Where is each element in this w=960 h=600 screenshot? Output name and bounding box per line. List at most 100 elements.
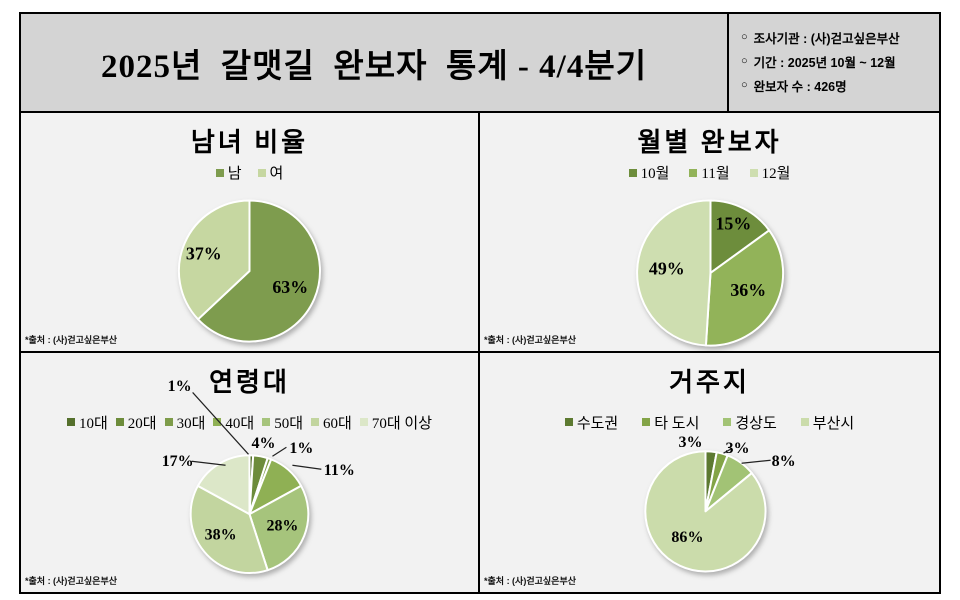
pie-slice-12월 <box>636 199 712 347</box>
pie-label: 38% <box>205 526 237 543</box>
legend-swatch-icon <box>723 418 732 426</box>
legend-swatch-icon <box>164 418 173 426</box>
pie-slice-10대 <box>248 453 255 515</box>
pie-slice-남 <box>197 199 322 343</box>
legend-swatch-icon <box>359 418 368 426</box>
source-note: *출처 : (사)걷고싶은부산 <box>484 576 577 586</box>
panel-monthly-finishers: 월별 완보자 10월 11월 12월 15% 36% 49% *출처 : (사)걷고싶은… <box>480 113 939 353</box>
legend-label: 30대 <box>176 415 206 432</box>
legend-label: 타 도시 <box>654 415 700 432</box>
pie-label: 63% <box>272 277 308 297</box>
pie-slice-11월 <box>704 229 785 347</box>
leader-line <box>723 448 731 454</box>
circle-bullet-icon: ○ <box>741 31 748 43</box>
legend-label: 10대 <box>78 415 108 432</box>
legend-item: 10월 <box>628 162 670 183</box>
legend-item: 60대 <box>311 412 352 433</box>
panel-residence: 거주지 수도권 타 도시 경상도 부산시 3% 3% 8% 86% *출처 : (사)걷고싶… <box>480 352 939 592</box>
report-frame: 2025년 갈맷길 완보자 통계 - 4/4분기 ○ 조사기관 : (사)걷고싶… <box>19 12 941 594</box>
info-line-agency: ○ 조사기관 : (사)걷고싶은부산 <box>741 25 939 49</box>
legend-swatch-icon <box>628 168 637 177</box>
legend-swatch-icon <box>262 418 271 426</box>
circle-bullet-icon: ○ <box>741 79 748 91</box>
legend-label: 70대 이상 <box>371 415 433 432</box>
legend-label: 여 <box>269 166 284 182</box>
chart-title-gender: 남녀 비율 <box>190 128 309 157</box>
legend-item: 10대 <box>66 412 108 433</box>
header-band: 2025년 갈맷길 완보자 통계 - 4/4분기 ○ 조사기관 : (사)걷고싶… <box>21 14 939 113</box>
leader-line <box>741 459 771 464</box>
pie-slice-20대 <box>248 453 269 515</box>
legend-swatch-icon <box>689 168 698 177</box>
source-note: *출처 : (사)걷고싶은부산 <box>484 334 577 345</box>
legend-item: 수도권 <box>564 412 619 433</box>
pie-slice-타 도시 <box>704 450 729 512</box>
info-text-period: 기간 : 2025년 10월 ~ 12월 <box>753 55 896 70</box>
report-title: 2025년 갈맷길 완보자 통계 - 4/4분기 <box>100 48 648 85</box>
legend-item: 여 <box>257 162 284 183</box>
legend-swatch-icon <box>642 418 651 426</box>
pie-label: 11% <box>324 461 355 478</box>
leader-line <box>292 464 322 470</box>
pie-slice-부산시 <box>644 449 767 572</box>
legend-label: 수도권 <box>576 415 619 432</box>
legend-swatch-icon <box>115 418 124 426</box>
pie-label: 28% <box>266 517 298 534</box>
chart-title-monthly: 월별 완보자 <box>637 128 782 157</box>
legend-swatch-icon <box>564 418 573 426</box>
pie-slice-수도권 <box>704 449 718 512</box>
pie-slice-70대 이상 <box>196 453 251 515</box>
pie-slice-30대 <box>248 456 273 515</box>
legend-swatch-icon <box>257 168 266 177</box>
legend-item: 30대 <box>164 412 206 433</box>
legend-label: 경상도 <box>735 415 777 432</box>
title-cell: 2025년 갈맷길 완보자 통계 - 4/4분기 <box>21 14 727 111</box>
pie-slice-50대 <box>248 484 310 571</box>
legend-item: 70대 이상 <box>359 412 433 433</box>
pie-slice-60대 <box>189 484 269 574</box>
pie-label: 37% <box>186 243 222 263</box>
pie-slice-40대 <box>248 457 303 515</box>
legend-item: 20대 <box>115 412 157 433</box>
leader-line <box>272 446 287 457</box>
legend-item: 타 도시 <box>642 412 699 433</box>
source-note: *출처 : (사)걷고싶은부산 <box>25 576 118 586</box>
panel-age-group: 연령대 10대 20대 30대 40대 50대 60대 70대 이상 1% 4% 1% 11% 28… <box>21 352 480 592</box>
chart-title-residence: 거주지 <box>669 367 750 397</box>
pie-label: 86% <box>671 528 703 545</box>
legend-label: 11월 <box>701 166 730 182</box>
legend-swatch-icon <box>215 168 224 177</box>
legend-swatch-icon <box>800 418 809 426</box>
legend-item: 경상도 <box>723 412 777 433</box>
circle-bullet-icon: ○ <box>741 55 748 67</box>
legend-label: 10월 <box>640 166 670 182</box>
chart-title-age: 연령대 <box>209 367 290 397</box>
legend-label: 남 <box>227 166 242 182</box>
legend-label: 12월 <box>761 166 791 182</box>
pie-label: 49% <box>649 258 685 278</box>
legend-item: 40대 <box>213 412 254 433</box>
info-panel: ○ 조사기관 : (사)걷고싶은부산 ○ 기간 : 2025년 10월 ~ 12… <box>727 14 939 111</box>
info-text-count: 완보자 수 : 426명 <box>753 79 847 94</box>
pie-label: 4% <box>252 434 276 451</box>
source-note: *출처 : (사)걷고싶은부산 <box>25 334 118 345</box>
pie-label: 17% <box>162 452 194 469</box>
pie-label: 1% <box>289 439 313 456</box>
pie-label: 36% <box>730 280 766 300</box>
legend-swatch-icon <box>213 418 222 426</box>
legend-label: 40대 <box>225 415 255 432</box>
legend-label: 부산시 <box>812 415 855 432</box>
legend-label: 60대 <box>323 415 352 432</box>
info-text-agency: 조사기관 : (사)걷고싶은부산 <box>753 31 900 46</box>
pie-slice-여 <box>177 199 251 321</box>
leader-line <box>191 460 226 466</box>
pie-label: 3% <box>726 439 750 456</box>
pie-slice-경상도 <box>704 453 753 512</box>
legend-age: 10대 20대 30대 40대 50대 60대 70대 이상 <box>21 412 478 433</box>
pie-slice-10월 <box>709 199 771 274</box>
pie-label: 8% <box>772 452 796 469</box>
legend-item: 12월 <box>749 162 791 183</box>
